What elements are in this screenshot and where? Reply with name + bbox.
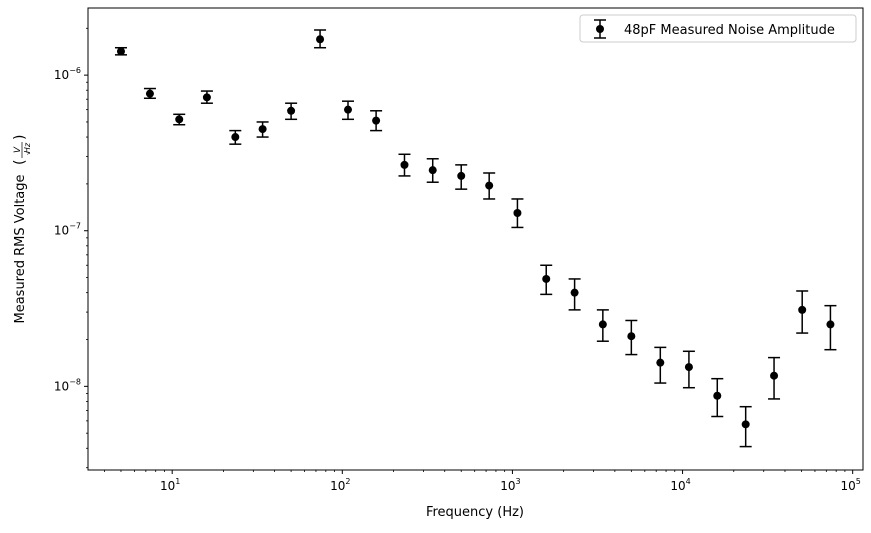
x-tick-label: 101 (160, 477, 180, 493)
point-marker (826, 320, 835, 329)
data-point (568, 278, 581, 311)
point-marker (770, 371, 779, 380)
point-marker (457, 171, 466, 180)
point-marker (428, 166, 437, 175)
legend: 48pF Measured Noise Amplitude (579, 14, 857, 43)
data-point (455, 164, 468, 190)
point-marker (627, 332, 636, 341)
point-marker (485, 181, 494, 190)
plot-frame (87, 7, 864, 471)
point-marker (513, 209, 522, 218)
data-point (398, 153, 411, 177)
data-point (173, 113, 186, 126)
point-marker (202, 93, 211, 102)
data-point (511, 198, 524, 229)
point-marker (713, 391, 722, 400)
x-tick-label: 105 (840, 477, 860, 493)
y-axis-unit-numerator: V (13, 146, 23, 153)
data-points (114, 29, 837, 448)
data-point (824, 304, 837, 351)
data-point (114, 46, 127, 56)
point-marker (656, 358, 665, 367)
x-tick-label: 103 (500, 477, 520, 493)
point-marker (798, 305, 807, 314)
data-point (483, 172, 496, 200)
data-point (426, 158, 439, 183)
y-axis-unit-open-paren: ( (12, 160, 28, 165)
point-marker (316, 35, 325, 44)
data-point (143, 87, 156, 100)
data-point (314, 29, 327, 49)
point-marker (684, 363, 693, 372)
point-marker (287, 106, 296, 115)
point-marker (400, 160, 409, 169)
y-tick-label: 10−8 (54, 377, 81, 393)
data-point (596, 309, 609, 342)
point-marker (741, 420, 750, 429)
y-axis-label-text: Measured RMS Voltage (13, 174, 28, 323)
data-point (625, 319, 638, 356)
y-axis-unit-denominator: Hz (23, 142, 32, 153)
major-ticks: 101 102 103 104 105 10−8 10−7 10−6 (54, 66, 861, 493)
y-axis-unit-sqrt-sign: √ (25, 151, 32, 155)
data-point (540, 264, 553, 296)
data-point (370, 110, 383, 132)
point-marker (598, 320, 607, 329)
legend-marker (596, 25, 604, 33)
data-point (796, 290, 809, 334)
point-marker (175, 115, 184, 124)
y-axis-unit-close-paren: ) (12, 135, 28, 140)
x-axis-label: Frequency (Hz) (426, 505, 524, 520)
data-point (654, 346, 667, 384)
point-marker (258, 125, 267, 134)
point-marker (231, 133, 240, 142)
data-point (256, 121, 269, 138)
y-tick-label: 10−6 (54, 66, 81, 82)
data-point (739, 405, 752, 448)
data-point (682, 350, 695, 389)
legend-box (579, 14, 857, 43)
data-point (711, 377, 724, 418)
x-tick-label: 104 (670, 477, 690, 493)
point-marker (145, 89, 154, 98)
x-tick-label: 102 (330, 477, 350, 493)
data-point (341, 100, 354, 121)
point-marker (116, 47, 125, 56)
data-point (200, 90, 213, 104)
point-marker (343, 105, 352, 114)
data-point (285, 102, 298, 121)
data-point (229, 129, 242, 145)
data-point (768, 356, 781, 400)
y-axis-label: Measured RMS Voltage ( V √ Hz ) (12, 135, 32, 324)
point-marker (570, 288, 579, 297)
legend-label: 48pF Measured Noise Amplitude (624, 23, 835, 38)
y-tick-label: 10−7 (54, 222, 81, 238)
point-marker (372, 116, 381, 125)
point-marker (542, 274, 551, 283)
